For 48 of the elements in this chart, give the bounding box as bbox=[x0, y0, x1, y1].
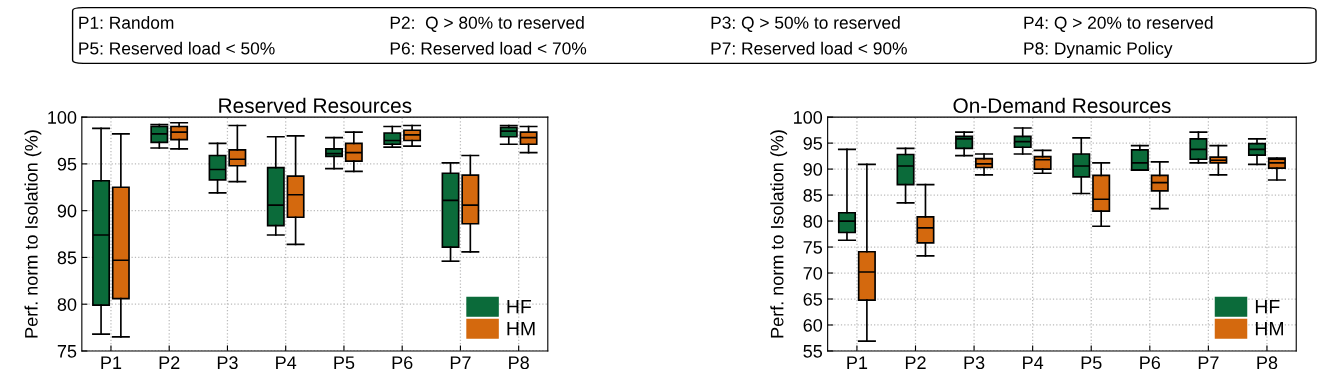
y-tick-label: 80 bbox=[803, 214, 823, 228]
x-tick-label: P2 bbox=[159, 356, 180, 369]
x-tick-label: P2 bbox=[905, 356, 926, 369]
x-tick-label: P7 bbox=[1198, 356, 1219, 369]
x-tick-label: P3 bbox=[217, 356, 238, 370]
y-tick-label: 70 bbox=[803, 266, 823, 280]
y-axis-title: Perf. norm to Isolation (%) bbox=[24, 130, 42, 338]
x-tick-label: P5 bbox=[1081, 356, 1102, 370]
x-tick-label: P1 bbox=[101, 356, 122, 369]
legend-label: HM bbox=[507, 321, 535, 336]
y-tick-label: 90 bbox=[57, 204, 77, 218]
chart-title: On-Demand Resources bbox=[953, 97, 1171, 113]
text: P2: Q > 80% to reserved bbox=[390, 16, 584, 32]
legend-label: HM bbox=[1255, 321, 1283, 336]
text: P6: Reserved load < 70% bbox=[390, 41, 587, 55]
y-tick-label: 85 bbox=[803, 189, 823, 202]
y-tick-label: 100 bbox=[794, 111, 823, 124]
y-tick-label: 55 bbox=[803, 345, 823, 358]
legend-label: HF bbox=[1255, 299, 1280, 314]
y-tick-label: 85 bbox=[57, 251, 77, 265]
text: P4: Q > 20% to reserved bbox=[1024, 16, 1213, 32]
y-tick-label: 75 bbox=[57, 345, 77, 358]
text: P5: Reserved load < 50% bbox=[79, 41, 275, 55]
x-tick-label: P3 bbox=[964, 356, 985, 370]
y-tick-label: 75 bbox=[803, 241, 823, 254]
x-tick-label: P4 bbox=[276, 356, 297, 369]
x-tick-label: P1 bbox=[847, 356, 868, 369]
text: P3: Q > 50% to reserved bbox=[711, 16, 900, 32]
text: P8: Dynamic Policy bbox=[1024, 41, 1173, 59]
x-tick-label: P8 bbox=[1257, 356, 1278, 370]
y-tick-label: 80 bbox=[57, 298, 77, 311]
y-tick-label: 100 bbox=[48, 111, 77, 124]
x-tick-label: P6 bbox=[1140, 356, 1161, 370]
y-tick-label: 95 bbox=[803, 137, 823, 150]
x-tick-label: P6 bbox=[392, 356, 413, 370]
y-tick-label: 65 bbox=[803, 292, 823, 306]
x-tick-label: P4 bbox=[1023, 356, 1044, 369]
x-tick-label: P7 bbox=[450, 356, 471, 369]
y-tick-label: 95 bbox=[57, 157, 77, 171]
x-tick-label: P8 bbox=[509, 356, 529, 370]
legend-label: HF bbox=[507, 299, 532, 314]
text: P7: Reserved load < 90% bbox=[711, 41, 907, 55]
y-tick-label: 60 bbox=[803, 318, 823, 332]
y-axis-title: Perf. norm to Isolation (%) bbox=[770, 130, 788, 338]
text: P1: Random bbox=[79, 16, 174, 29]
chart-title: Reserved Resources bbox=[219, 97, 412, 113]
x-tick-label: P5 bbox=[334, 356, 355, 370]
y-tick-label: 90 bbox=[803, 163, 823, 176]
